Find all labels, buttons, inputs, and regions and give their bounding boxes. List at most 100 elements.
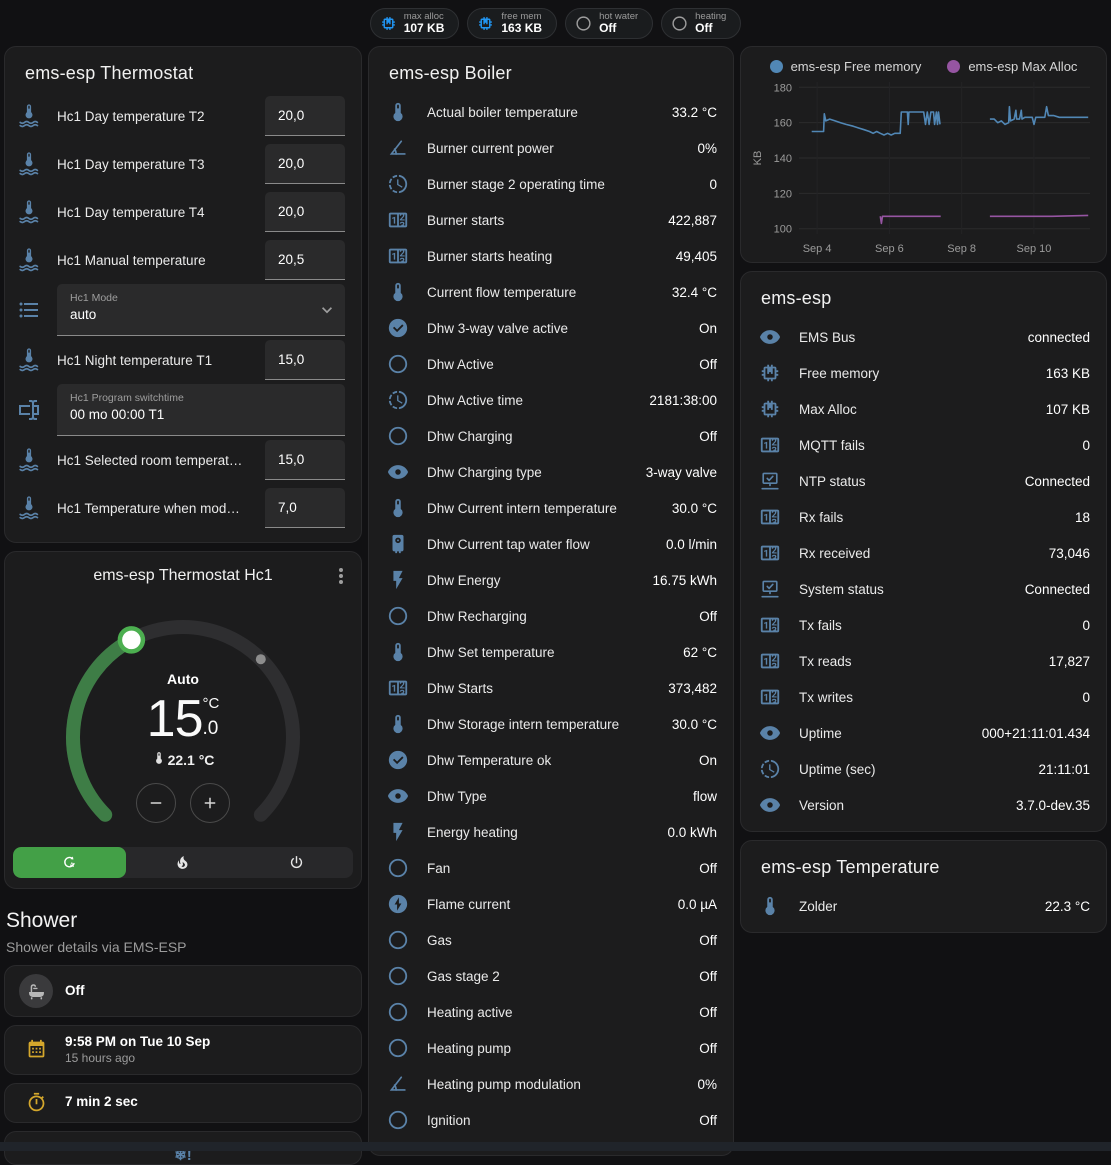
entity-row[interactable]: Dhw Set temperature 62 °C — [369, 634, 733, 670]
entity-row[interactable]: Current flow temperature 32.4 °C — [369, 274, 733, 310]
entity-row[interactable]: Heating active Off — [369, 994, 733, 1030]
chip-hot-water[interactable]: hot water Off — [565, 8, 654, 39]
shower-info-card[interactable]: Off — [4, 965, 362, 1017]
entity-row[interactable]: Tx reads 17,827 — [741, 643, 1106, 679]
entity-label: Uptime (sec) — [799, 761, 876, 777]
entity-row[interactable]: EMS Bus connected — [741, 319, 1106, 355]
entity-label: Energy heating — [427, 824, 518, 840]
boiler-rows: Actual boiler temperature 33.2 °C Burner c… — [369, 90, 733, 1146]
mode-fire-button[interactable] — [126, 847, 239, 878]
entity-row[interactable]: Max Alloc 107 KB — [741, 391, 1106, 427]
setting-label: Hc1 Selected room temperat… — [57, 452, 243, 468]
entity-row[interactable]: Dhw Active time 2181:38:00 — [369, 382, 733, 418]
entity-row[interactable]: Ignition Off — [369, 1102, 733, 1138]
entity-row[interactable]: Dhw Charging type 3-way valve — [369, 454, 733, 490]
entity-row[interactable]: Heating pump modulation 0% — [369, 1066, 733, 1102]
setting-row: Hc1 Night temperature T1 15,0 — [5, 336, 361, 384]
legend-dot — [947, 60, 961, 73]
select-field[interactable]: Hc1 Mode auto — [57, 284, 345, 336]
dial-card-title: ems-esp Thermostat Hc1 — [93, 567, 273, 584]
chip-max-alloc[interactable]: max alloc 107 KB — [369, 8, 460, 39]
entity-row[interactable]: Version 3.7.0-dev.35 — [741, 787, 1106, 823]
counter-icon — [759, 650, 781, 672]
entity-label: Dhw Starts — [427, 680, 494, 696]
entity-row[interactable]: Dhw Storage intern temperature 30.0 °C — [369, 706, 733, 742]
entity-row[interactable]: Heating pump Off — [369, 1030, 733, 1066]
entity-label: Burner current power — [427, 140, 554, 156]
entity-label: Tx writes — [799, 689, 853, 705]
entity-label: Max Alloc — [799, 401, 857, 417]
number-input[interactable]: 20,5 — [265, 240, 345, 280]
entity-row[interactable]: Free memory 163 KB — [741, 355, 1106, 391]
thermostat-settings-rows: Hc1 Day temperature T2 20,0 Hc1 Day temper… — [5, 90, 361, 542]
entity-value: On — [698, 752, 717, 768]
entity-row[interactable]: Dhw Current tap water flow 0.0 l/min — [369, 526, 733, 562]
entity-row[interactable]: Dhw Charging Off — [369, 418, 733, 454]
field-value: auto — [70, 306, 97, 322]
entity-row[interactable]: Dhw Energy 16.75 kWh — [369, 562, 733, 598]
legend-item[interactable]: ems-esp Max Alloc — [947, 59, 1077, 74]
number-input[interactable]: 20,0 — [265, 144, 345, 184]
chip-heating[interactable]: heating Off — [661, 8, 742, 39]
entity-label: Tx fails — [799, 617, 842, 633]
entity-row[interactable]: Rx fails 18 — [741, 499, 1106, 535]
entity-row[interactable]: Dhw Current intern temperature 30.0 °C — [369, 490, 733, 526]
entity-row[interactable]: Energy heating 0.0 kWh — [369, 814, 733, 850]
entity-row[interactable]: System status Connected — [741, 571, 1106, 607]
entity-row[interactable]: Burner starts 422,887 — [369, 202, 733, 238]
entity-row[interactable]: Dhw Type flow — [369, 778, 733, 814]
thermometer-icon — [387, 101, 409, 123]
entity-row[interactable]: Dhw Active Off — [369, 346, 733, 382]
entity-row[interactable]: Burner current power 0% — [369, 130, 733, 166]
temperature-rows: Zolder 22.3 °C — [741, 884, 1106, 932]
entity-row[interactable]: NTP status Connected — [741, 463, 1106, 499]
mode-power-button[interactable] — [240, 847, 353, 878]
shower-info-card[interactable]: 9:58 PM on Tue 10 Sep 15 hours ago — [4, 1025, 362, 1075]
text-field[interactable]: Hc1 Program switchtime 00 mo 00:00 T1 — [57, 384, 345, 436]
increase-temp-button[interactable] — [190, 783, 230, 823]
entity-row[interactable]: Dhw Starts 373,482 — [369, 670, 733, 706]
entity-value: On — [698, 320, 717, 336]
entity-row[interactable]: Burner stage 2 operating time 0 — [369, 166, 733, 202]
thermometer-water-icon — [17, 248, 41, 272]
entity-row[interactable]: Tx writes 0 — [741, 679, 1106, 715]
number-input[interactable]: 20,0 — [265, 192, 345, 232]
legend-item[interactable]: ems-esp Free memory — [769, 59, 921, 74]
entity-value: Connected — [1024, 473, 1090, 489]
decrease-temp-button[interactable] — [136, 783, 176, 823]
target-temp-knob[interactable] — [117, 626, 146, 654]
entity-row[interactable]: Dhw Temperature ok On — [369, 742, 733, 778]
number-input[interactable]: 20,0 — [265, 96, 345, 136]
entity-row[interactable]: Uptime 000+21:11:01.434 — [741, 715, 1106, 751]
eye-icon — [759, 326, 781, 348]
more-menu-icon[interactable] — [329, 564, 353, 588]
entity-row[interactable]: Tx fails 0 — [741, 607, 1106, 643]
angle-acute-icon — [387, 137, 409, 159]
entity-row[interactable]: Gas stage 2 Off — [369, 958, 733, 994]
svg-text:A: A — [70, 863, 75, 869]
entity-row[interactable]: Rx received 73,046 — [741, 535, 1106, 571]
check-circle-icon — [387, 749, 409, 771]
entity-row[interactable]: Burner starts heating 49,405 — [369, 238, 733, 274]
entity-row[interactable]: Flame current 0.0 µA — [369, 886, 733, 922]
entity-row[interactable]: Zolder 22.3 °C — [741, 888, 1106, 924]
number-input[interactable]: 15,0 — [265, 340, 345, 380]
entity-row[interactable]: Gas Off — [369, 922, 733, 958]
card-primary-text: Off — [65, 982, 85, 998]
entity-value: 107 KB — [1045, 401, 1090, 417]
mode-thermostat-auto-button[interactable]: A — [13, 847, 127, 878]
entity-row[interactable]: Actual boiler temperature 33.2 °C — [369, 94, 733, 130]
entity-value: 0.0 kWh — [667, 824, 717, 840]
shower-info-card[interactable]: 7 min 2 sec — [4, 1082, 362, 1123]
entity-row[interactable]: Dhw Recharging Off — [369, 598, 733, 634]
entity-row[interactable]: Uptime (sec) 21:11:01 — [741, 751, 1106, 787]
number-input[interactable]: 7,0 — [265, 488, 345, 528]
entity-value: 18 — [1074, 509, 1090, 525]
entity-label: Rx received — [799, 545, 871, 561]
entity-row[interactable]: Dhw 3-way valve active On — [369, 310, 733, 346]
entity-row[interactable]: Fan Off — [369, 850, 733, 886]
chip-free-mem[interactable]: free mem 163 KB — [467, 8, 558, 39]
number-input[interactable]: 15,0 — [265, 440, 345, 480]
entity-row[interactable]: MQTT fails 0 — [741, 427, 1106, 463]
